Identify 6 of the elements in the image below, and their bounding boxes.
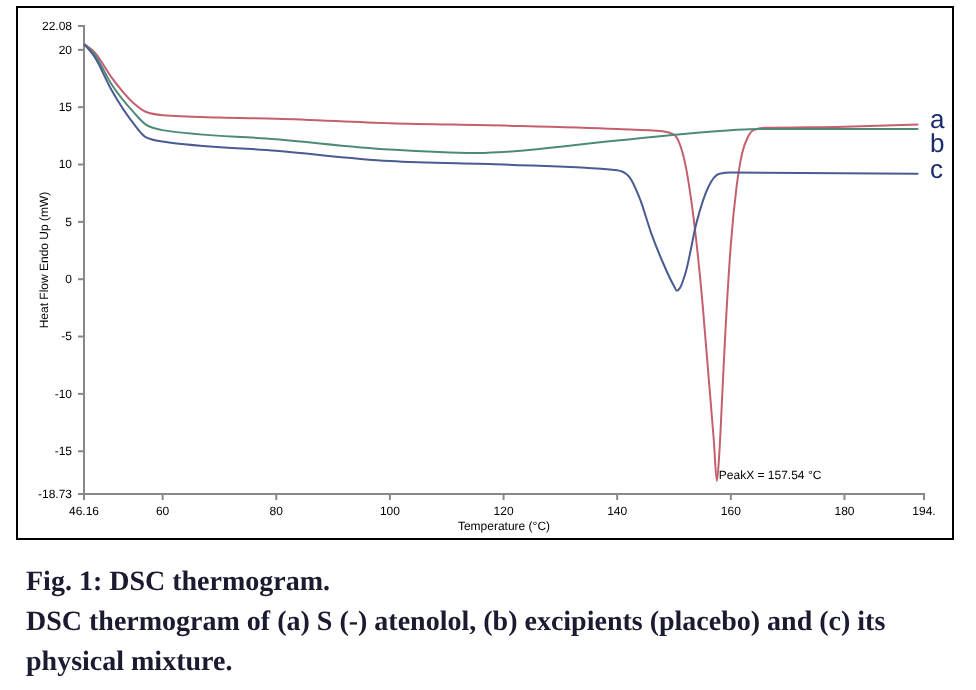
line-series — [83, 43, 920, 292]
series-label: c — [930, 153, 944, 184]
text: DSC thermogram of (a) S (-) atenolol, (b) excipients (placebo) and (c) its physical mixture. — [26, 608, 887, 678]
text: Fig. 1: DSC thermogram. — [26, 568, 331, 598]
line-series — [83, 43, 920, 483]
line-series — [83, 43, 920, 155]
